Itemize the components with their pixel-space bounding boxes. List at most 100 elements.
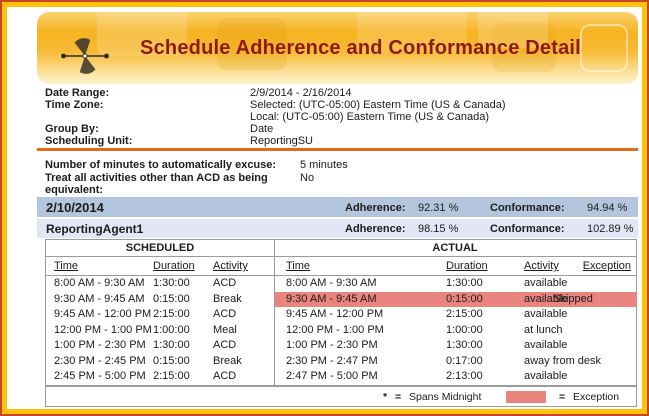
- cell-actual-activity: available: [524, 370, 568, 382]
- cell-scheduled-duration: 1:30:00: [153, 277, 190, 289]
- cell-actual-time: 1:00 PM - 2:30 PM: [286, 339, 378, 351]
- conformance-value: 94.94 %: [587, 202, 628, 214]
- cell-scheduled-duration: 1:00:00: [153, 323, 190, 336]
- col-scheduled-activity[interactable]: Activity: [213, 260, 248, 272]
- adherence-value: 98.15 %: [418, 223, 459, 235]
- banner-decoration: [580, 24, 628, 72]
- cell-scheduled-time: 9:45 AM - 12:00 PM: [54, 308, 152, 320]
- cell-scheduled-activity: Break: [213, 354, 242, 367]
- settings-value: No: [300, 171, 315, 184]
- settings-row: Number of minutes to automatically excus…: [45, 159, 620, 172]
- equals-sign: =: [559, 391, 566, 403]
- cell-scheduled-duration: 2:15:00: [153, 308, 190, 320]
- cell-scheduled-time: 1:00 PM - 2:30 PM: [54, 339, 146, 351]
- metadata-row: Time Zone: Selected: (UTC-05:00) Eastern…: [45, 99, 620, 123]
- adherence-value: 92.31 %: [418, 202, 459, 214]
- settings-label: Treat all activities other than ACD as b…: [45, 171, 268, 197]
- exception-highlight: [275, 291, 637, 307]
- banner-decoration: [478, 12, 548, 48]
- section-divider: [37, 148, 638, 151]
- agent-group-band: ReportingAgent1 Adherence: 98.15 % Confo…: [37, 219, 638, 238]
- exception-legend-label: Exception: [573, 391, 620, 403]
- table-row: 2:45 PM - 5:00 PM 2:15:00 ACD 2:47 PM - …: [46, 369, 636, 385]
- metadata-label: Date Range:: [45, 87, 110, 99]
- cell-actual-time: 2:47 PM - 5:00 PM: [286, 370, 378, 382]
- col-actual-duration[interactable]: Duration: [446, 260, 488, 272]
- cell-actual-duration: 1:00:00: [446, 323, 483, 336]
- metadata-value: 2/9/2014 - 2/16/2014: [250, 87, 352, 99]
- cell-scheduled-time: 9:30 AM - 9:45 AM: [54, 292, 145, 305]
- table-row: 8:00 AM - 9:30 AM 1:30:00 ACD 8:00 AM - …: [46, 276, 636, 292]
- hourglass-logo-icon: [61, 38, 109, 74]
- date-group-band: 2/10/2014 Adherence: 92.31 % Conformance…: [37, 197, 638, 217]
- col-actual-time[interactable]: Time: [286, 260, 311, 272]
- metadata-label: Group By:: [45, 123, 99, 135]
- table-row: 9:30 AM - 9:45 AM 0:15:00 Break 9:30 AM …: [46, 291, 637, 307]
- agent-name: ReportingAgent1: [46, 222, 144, 236]
- cell-actual-duration: 0:17:00: [446, 354, 483, 367]
- timezone-selected: Selected: (UTC-05:00) Eastern Time (US &…: [250, 99, 506, 111]
- cell-scheduled-activity: Meal: [213, 323, 237, 336]
- cell-scheduled-duration: 0:15:00: [153, 354, 190, 367]
- conformance-value: 102.89 %: [587, 223, 634, 235]
- banner-decoration: [217, 18, 287, 70]
- cell-scheduled-activity: ACD: [213, 339, 237, 351]
- cell-actual-duration: 1:30:00: [446, 277, 483, 289]
- table-row: 2:30 PM - 2:45 PM 0:15:00 Break 2:30 PM …: [46, 354, 636, 370]
- spans-midnight-symbol: *: [383, 391, 388, 403]
- timezone-local: Local: (UTC-05:00) Eastern Time (US & Ca…: [250, 111, 490, 123]
- metadata-section: Date Range: 2/9/2014 - 2/16/2014 Time Zo…: [45, 87, 620, 147]
- cell-scheduled-duration: 2:15:00: [153, 370, 190, 382]
- metadata-row: Group By: Date: [45, 123, 620, 135]
- cell-scheduled-duration: 0:15:00: [153, 292, 190, 305]
- metadata-value: Date: [250, 123, 274, 135]
- col-actual-exception[interactable]: Exception: [582, 260, 631, 272]
- settings-row: Treat all activities other than ACD as b…: [45, 172, 620, 197]
- table-group-header: SCHEDULED ACTUAL: [46, 240, 636, 257]
- cell-scheduled-duration: 1:30:00: [153, 339, 190, 351]
- detail-table: SCHEDULED ACTUAL Time Duration Activity …: [45, 239, 637, 386]
- banner-decoration: [97, 12, 187, 56]
- cell-actual-activity: available: [524, 292, 568, 305]
- cell-actual-time: 2:30 PM - 2:47 PM: [286, 354, 378, 367]
- metadata-value: Selected: (UTC-05:00) Eastern Time (US &…: [250, 99, 506, 123]
- col-scheduled-time[interactable]: Time: [54, 260, 79, 272]
- conformance-label: Conformance:: [490, 202, 565, 214]
- cell-scheduled-time: 8:00 AM - 9:30 AM: [54, 277, 145, 289]
- table-row: 9:45 AM - 12:00 PM 2:15:00 ACD 9:45 AM -…: [46, 307, 636, 323]
- spans-midnight-label: Spans Midnight: [409, 391, 482, 403]
- cell-scheduled-activity: ACD: [213, 277, 237, 289]
- cell-actual-time: 12:00 PM - 1:00 PM: [286, 323, 384, 336]
- cell-actual-activity: available: [524, 308, 568, 320]
- group-date: 2/10/2014: [46, 200, 104, 215]
- banner-decoration: [492, 22, 556, 72]
- cell-scheduled-activity: ACD: [213, 370, 237, 382]
- cell-exception: Skipped: [553, 292, 593, 305]
- cell-scheduled-activity: Break: [213, 292, 242, 305]
- scheduled-header: SCHEDULED: [125, 242, 195, 254]
- metadata-label: Scheduling Unit:: [45, 135, 133, 147]
- table-row: 12:00 PM - 1:00 PM 1:00:00 Meal 12:00 PM…: [46, 323, 636, 339]
- legend-bar: * = Spans Midnight = Exception: [45, 386, 637, 407]
- cell-actual-duration: 2:13:00: [446, 370, 483, 382]
- equals-sign: =: [395, 391, 402, 403]
- metadata-value: ReportingSU: [250, 135, 313, 147]
- cell-scheduled-time: 2:45 PM - 5:00 PM: [54, 370, 146, 382]
- metadata-row: Date Range: 2/9/2014 - 2/16/2014: [45, 87, 620, 99]
- conformance-label: Conformance:: [490, 223, 565, 235]
- table-column-header: Time Duration Activity Time Duration Act…: [46, 257, 636, 276]
- col-scheduled-duration[interactable]: Duration: [153, 260, 195, 272]
- cell-actual-duration: 1:30:00: [446, 339, 483, 351]
- col-actual-activity[interactable]: Activity: [524, 260, 559, 272]
- cell-actual-activity: away from desk: [524, 354, 602, 367]
- exception-color-swatch: [506, 391, 546, 403]
- cell-scheduled-time: 12:00 PM - 1:00 PM: [54, 323, 152, 336]
- header-banner: Schedule Adherence and Conformance Detai…: [37, 12, 638, 84]
- cell-scheduled-time: 2:30 PM - 2:45 PM: [54, 354, 146, 367]
- cell-scheduled-activity: ACD: [213, 308, 237, 320]
- metadata-label: Time Zone:: [45, 99, 104, 111]
- page-title: Schedule Adherence and Conformance Detai…: [140, 36, 581, 59]
- cell-actual-time: 9:45 AM - 12:00 PM: [286, 308, 384, 320]
